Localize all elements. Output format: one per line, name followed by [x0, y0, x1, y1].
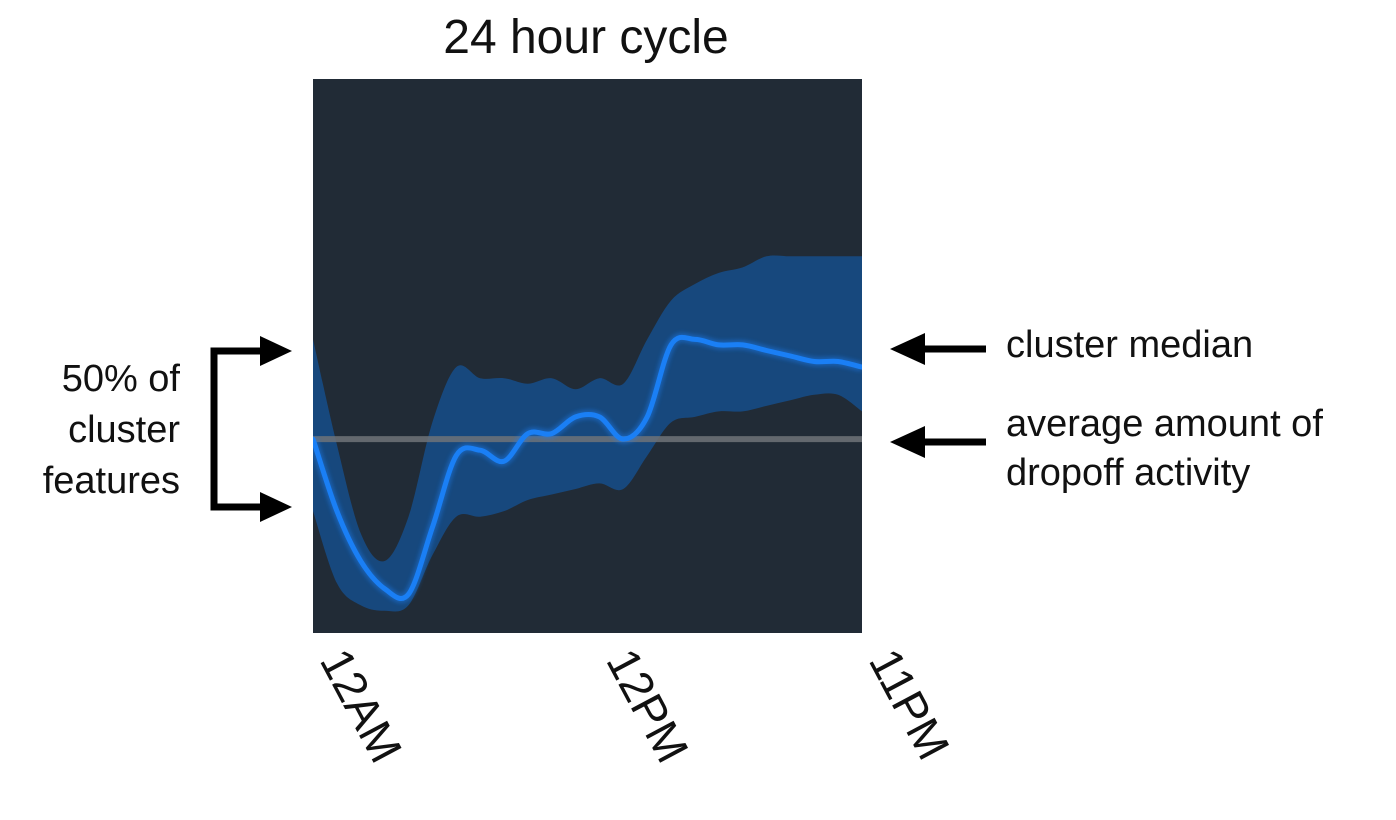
x-tick-label: 12AM	[310, 640, 412, 771]
band-annotation-line-1: 50% of	[61, 358, 180, 400]
chart-title: 24 hour cycle	[443, 11, 729, 64]
reference-annotation-line-1: average amount of	[1006, 403, 1323, 445]
median-annotation: cluster median	[1006, 324, 1254, 366]
x-tick-labels: 12AM 12PM 11PM	[310, 640, 960, 771]
median-arrow-icon	[890, 333, 986, 365]
plot-area	[313, 255, 862, 612]
x-tick-label: 11PM	[859, 640, 960, 768]
band-annotation-line-3: features	[42, 460, 180, 502]
reference-arrow-icon	[890, 426, 986, 458]
x-tick-label: 12PM	[597, 640, 699, 771]
bracket-arrows-icon	[210, 336, 292, 522]
band-annotation: 50% of cluster features	[20, 354, 180, 507]
median-line	[313, 334, 862, 601]
band-annotation-line-2: cluster	[68, 409, 180, 451]
reference-annotation-line-2: dropoff activity	[1006, 452, 1251, 494]
reference-annotation: average amount of dropoff activity	[1006, 400, 1323, 498]
